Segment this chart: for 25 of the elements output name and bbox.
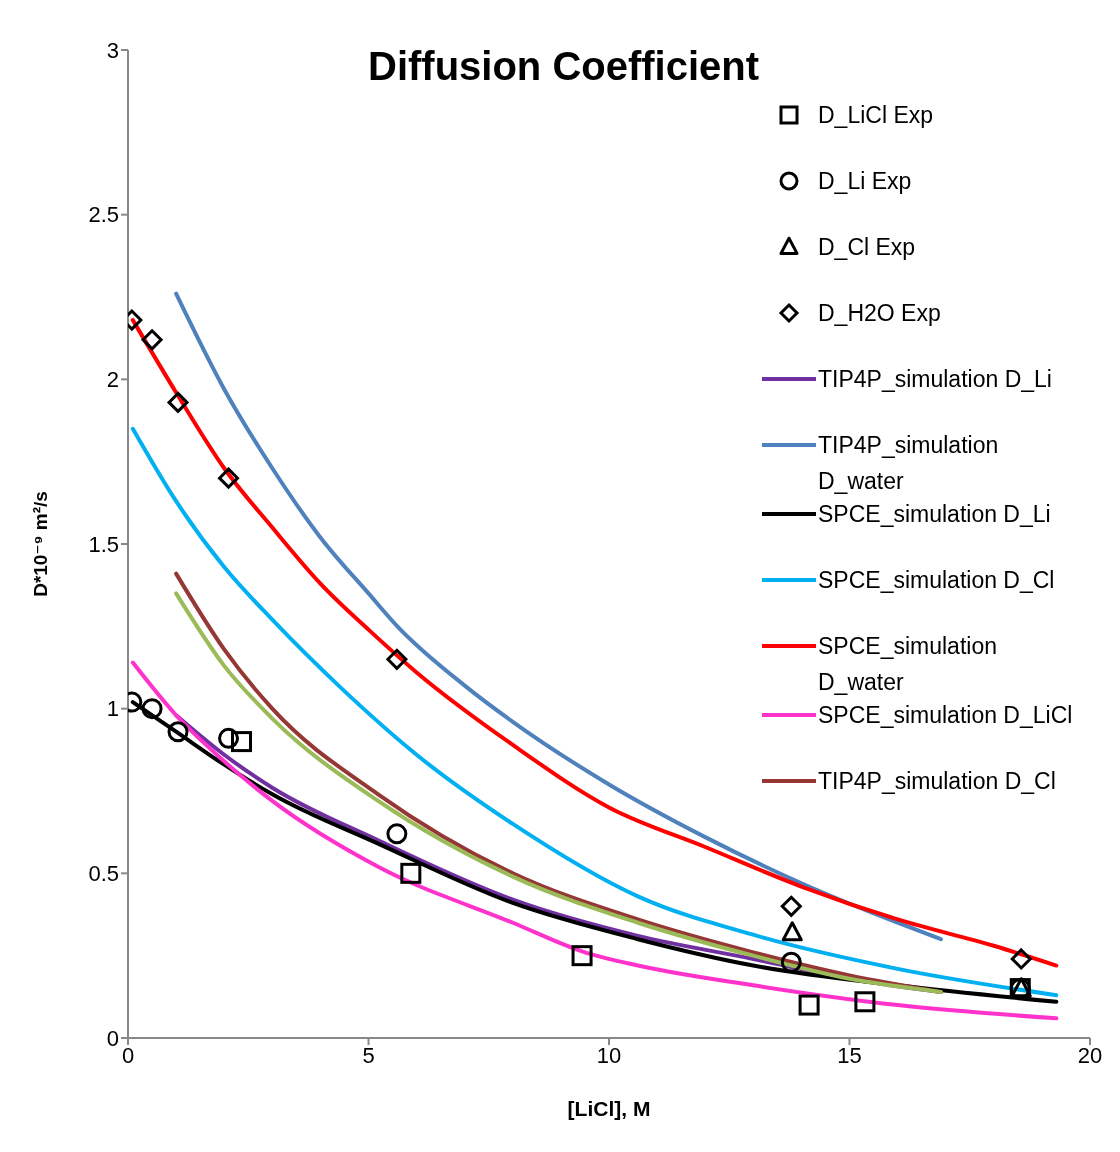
legend-label: D_Li Exp (818, 167, 913, 196)
legend-label: SPCE_simulation D_Li (818, 500, 1052, 529)
y-tick-label: 0 (106, 1025, 119, 1051)
x-tick-label: 5 (362, 1042, 375, 1068)
y-tick-label: 0.5 (88, 861, 119, 887)
x-tick-label: 10 (596, 1042, 622, 1068)
legend-label: SPCE_simulation D_water (818, 632, 998, 697)
legend-label: TIP4P_simulation D_water (818, 431, 1000, 496)
y-tick-label: 1 (106, 696, 119, 722)
y-tick-label: 2 (106, 367, 119, 393)
legend-label: SPCE_simulation D_LiCl (818, 701, 1074, 730)
y-tick-label: 2.5 (88, 202, 119, 228)
legend-label: D_H2O Exp (818, 299, 942, 328)
y-axis-title: D*10⁻⁹ m²/s (29, 491, 51, 597)
legend-label: D_LiCl Exp (818, 101, 935, 130)
x-axis-title: [LiCl], M (567, 1097, 651, 1120)
legend-label: SPCE_simulation D_Cl (818, 566, 1056, 595)
y-tick-label: 3 (106, 37, 119, 63)
legend-label: TIP4P_simulation D_Cl (818, 767, 1057, 796)
x-tick-label: 15 (837, 1042, 862, 1068)
legend-label: TIP4P_simulation D_Li (818, 365, 1053, 394)
x-tick-label: 20 (1077, 1042, 1103, 1068)
y-tick-label: 1.5 (88, 531, 119, 557)
legend-label: D_Cl Exp (818, 233, 917, 262)
chart-title: Diffusion Coefficient (368, 44, 760, 89)
